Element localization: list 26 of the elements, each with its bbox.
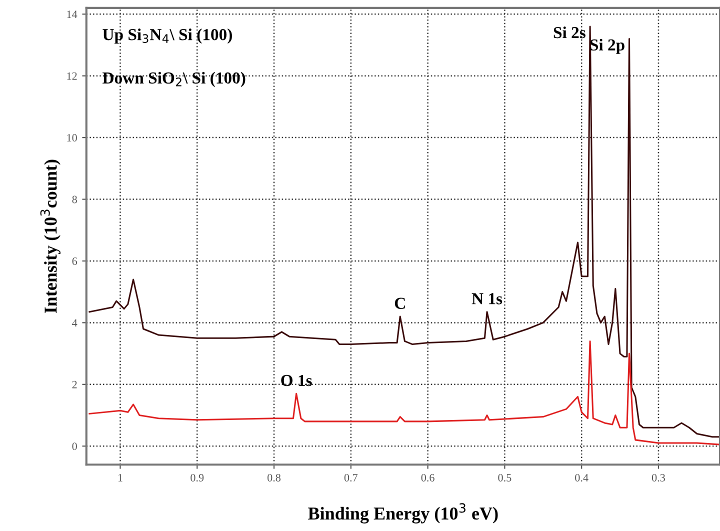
x-tick-label: 0.4 <box>575 474 588 482</box>
annotation: O 1s <box>281 374 312 386</box>
y-tick-label: 4 <box>72 319 78 327</box>
y-tick-label: 12 <box>67 72 77 80</box>
annotation: Down SiO$_{2}$\ Si (100) <box>102 72 246 88</box>
y-tick-label: 2 <box>72 380 77 388</box>
y-tick-label: 8 <box>72 196 77 204</box>
y-tick-label: 0 <box>72 442 77 450</box>
x-tick-label: 1 <box>118 474 122 482</box>
x-tick-label: 0.6 <box>421 474 434 482</box>
x-tick-label: 0.7 <box>344 474 358 482</box>
x-tick-label: 0.3 <box>652 474 665 482</box>
x-tick-label: 0.8 <box>268 474 281 482</box>
x-axis-title: Binding Energy (10$^{3}$ eV) <box>308 503 498 524</box>
annotation: N 1s <box>472 293 502 304</box>
annotation: Si 2s <box>554 26 586 38</box>
line-series <box>88 26 720 438</box>
y-tick-label: 10 <box>67 134 77 142</box>
x-tick-label: 0.5 <box>498 474 512 482</box>
line-series <box>88 340 720 446</box>
annotation: Up Si$_{3}$N$_{4}$\ Si (100) <box>102 28 232 44</box>
x-tick-label: 0.9 <box>190 474 204 482</box>
y-tick-label: 6 <box>72 257 78 265</box>
y-tick-label: 14 <box>67 10 78 18</box>
annotation: C <box>394 298 405 309</box>
y-axis-title: Intensity (10$^{3}$count) <box>40 160 60 314</box>
